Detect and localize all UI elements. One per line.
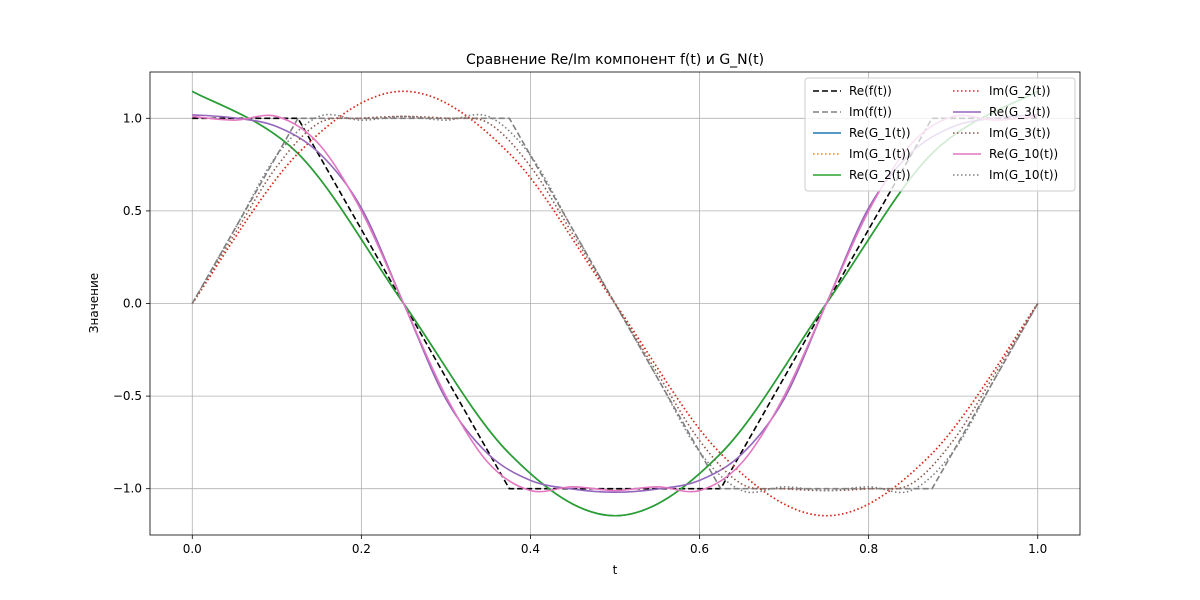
legend-box: [804, 77, 1076, 192]
legend-label: Re(G_10(t)): [989, 147, 1058, 161]
x-tick-label: 0.4: [521, 542, 540, 556]
legend-label: Im(G_10(t)): [989, 168, 1058, 182]
legend-label: Re(f(t)): [849, 84, 892, 98]
legend: Re(f(t)) Im(f(t)) Re(G_1(t)) Im(G_1(t)) Re(G…: [804, 77, 1076, 192]
y-tick-label: 1.0: [123, 111, 142, 125]
legend-label: Re(G_3(t)): [989, 105, 1051, 119]
x-tick-label: 0.8: [859, 542, 878, 556]
x-tick-label: 0.0: [183, 542, 202, 556]
legend-label: Im(G_1(t)): [849, 147, 911, 161]
x-axis-label: t: [613, 563, 618, 577]
legend-label: Re(G_1(t)): [849, 126, 911, 140]
x-tick-label: 0.6: [690, 542, 709, 556]
y-tick-label: 0.5: [123, 204, 142, 218]
y-tick-label: −0.5: [113, 389, 142, 403]
legend-label: Im(G_2(t)): [989, 84, 1051, 98]
y-tick-label: 0.0: [123, 297, 142, 311]
axis-ticks: 0.0 0.2 0.4 0.6 0.8 1.0 −1.0 −0.5 0.0 0.5 1.0: [113, 111, 1047, 556]
legend-label: Re(G_2(t)): [849, 168, 911, 182]
x-tick-label: 1.0: [1028, 542, 1047, 556]
legend-label: Im(G_3(t)): [989, 126, 1051, 140]
series-line-Re(G_2(t)): [191, 90, 1039, 517]
x-tick-label: 0.2: [352, 542, 371, 556]
series-line-Im(G_10(t)): [191, 113, 1039, 494]
legend-label: Im(f(t)): [849, 105, 892, 119]
chart-title: Сравнение Re/Im компонент f(t) и G_N(t): [466, 52, 764, 68]
y-tick-label: −1.0: [113, 482, 142, 496]
y-axis-label: Значение: [87, 273, 101, 333]
series-line-Im(G_3(t)): [191, 115, 1039, 492]
